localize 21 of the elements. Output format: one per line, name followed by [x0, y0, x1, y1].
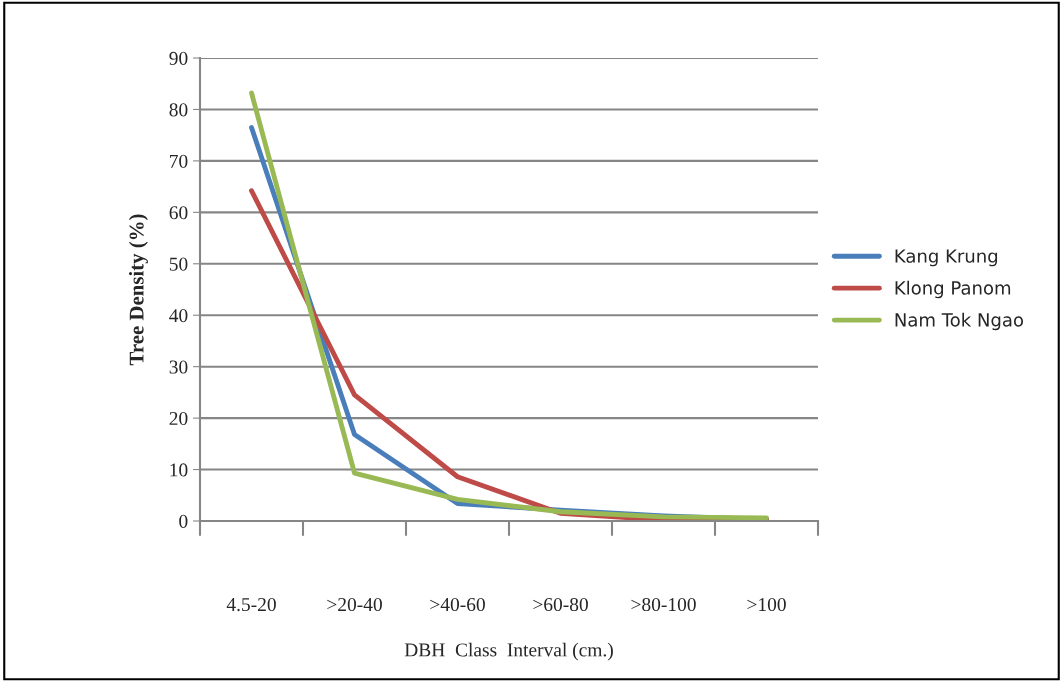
- x-axis-title: DBH Class Interval (cm.): [404, 642, 613, 661]
- y-tick-label: 30: [169, 360, 188, 374]
- legend-label: Klong Panom: [895, 280, 1011, 299]
- y-tick-label: 80: [169, 103, 188, 117]
- y-tick-label: 20: [169, 411, 188, 426]
- x-tick-label: >80-100: [631, 597, 696, 612]
- y-tick-label: 10: [170, 463, 188, 477]
- x-tick-label: >40-60: [430, 597, 485, 612]
- y-tick-label: 60: [169, 206, 188, 220]
- y-tick-label: 0: [179, 514, 188, 528]
- x-tick-label: >100: [747, 597, 786, 612]
- x-tick-label: >20-40: [327, 597, 382, 612]
- y-tick-label: 70: [170, 154, 188, 168]
- legend-label: Kang Krung: [895, 249, 998, 267]
- legend-label: Nam Tok Ngao: [895, 312, 1024, 331]
- y-tick-label: 50: [169, 257, 188, 271]
- y-tick-label: 40: [169, 309, 188, 323]
- x-tick-label: 4.5-20: [226, 597, 276, 612]
- y-axis-title: Tree Density (%): [128, 214, 148, 366]
- x-tick-label: >60-80: [533, 597, 588, 612]
- y-tick-label: 90: [169, 51, 188, 65]
